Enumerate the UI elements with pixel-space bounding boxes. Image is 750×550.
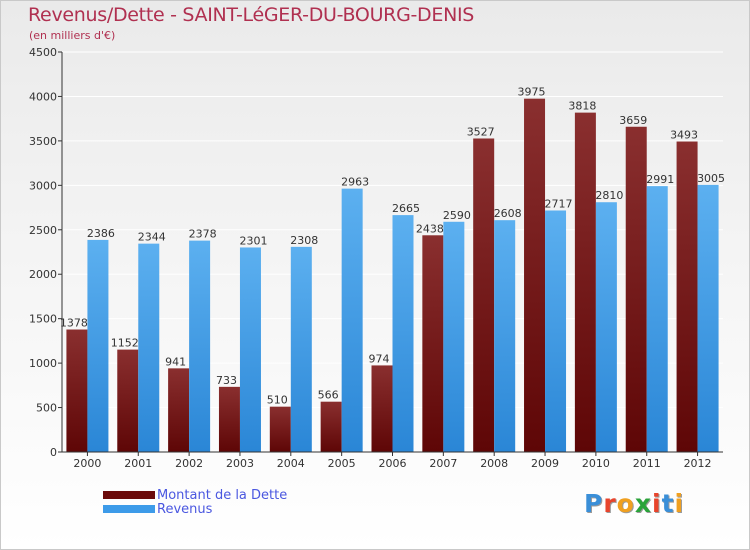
x-tick-label: 2012	[684, 457, 712, 470]
data-label-dette: 2438	[416, 222, 444, 235]
bar-revenus-2012	[697, 184, 719, 452]
bar-revenus-2001	[138, 243, 160, 452]
bar-revenus-2004	[290, 246, 312, 452]
x-tick-label: 2006	[379, 457, 407, 470]
bar-revenus-2005	[341, 188, 363, 452]
data-label-dette: 1152	[111, 337, 139, 350]
bar-revenus-2009	[545, 210, 567, 452]
data-label-revenus: 2963	[341, 176, 369, 189]
data-labels: 1378 2386 1152 2344 941 2378 733 2301 510 2308 566…	[60, 86, 725, 407]
y-tick-label: 4000	[29, 90, 57, 103]
data-label-revenus: 2810	[595, 189, 623, 202]
legend-label-dette: Montant de la Dette	[157, 487, 288, 503]
bar-dette-2001	[117, 349, 139, 452]
y-tick-label: 2000	[29, 268, 57, 281]
data-label-dette: 566	[318, 389, 339, 402]
x-tick-label: 2000	[73, 457, 101, 470]
legend-item-dette: Montant de la Dette	[103, 487, 288, 503]
bars	[66, 98, 719, 453]
x-tick-label: 2011	[633, 457, 661, 470]
bar-dette-2002	[168, 368, 190, 452]
x-tick-label: 2003	[226, 457, 254, 470]
logo-letter: i	[674, 489, 685, 518]
axes: 0 500 1000 1500 2000 2500 3000 3500 4000 4500 2000…	[29, 46, 723, 470]
x-tick-label: 2005	[328, 457, 356, 470]
y-tick-label: 0	[50, 446, 57, 459]
data-label-revenus: 2301	[239, 234, 267, 247]
bar-dette-2005	[320, 401, 342, 452]
y-tick-label: 3500	[29, 135, 57, 148]
bar-revenus-2007	[443, 221, 465, 452]
data-label-revenus: 3005	[697, 172, 725, 185]
data-label-revenus: 2386	[87, 227, 115, 240]
data-label-dette: 3818	[568, 100, 596, 113]
logo-letter: P	[584, 489, 604, 518]
data-label-revenus: 2665	[392, 202, 420, 215]
y-tick-label: 4500	[29, 46, 57, 59]
bar-dette-2009	[524, 98, 546, 453]
legend-swatch-dette	[103, 491, 155, 499]
bar-revenus-2010	[595, 202, 617, 452]
data-label-dette: 3659	[619, 114, 647, 127]
x-tick-label: 2007	[429, 457, 457, 470]
bar-revenus-2006	[392, 215, 414, 452]
y-tick-label: 1000	[29, 357, 57, 370]
bar-dette-2008	[473, 138, 495, 452]
data-label-dette: 3527	[467, 125, 495, 138]
y-tick-label: 2500	[29, 224, 57, 237]
bar-dette-2007	[422, 235, 444, 452]
data-label-revenus: 2608	[494, 207, 522, 220]
logo-letter: i	[652, 489, 662, 518]
data-label-revenus: 2590	[443, 209, 471, 222]
chart-title: Revenus/Dette - SAINT-LéGER-DU-BOURG-DEN…	[28, 4, 475, 26]
data-label-dette: 3493	[670, 129, 698, 142]
bar-dette-2012	[676, 141, 698, 452]
logo-letter: t	[661, 489, 675, 518]
logo-letter: r	[603, 489, 617, 518]
data-label-revenus: 2717	[545, 197, 573, 210]
data-label-dette: 3975	[518, 86, 546, 99]
data-label-dette: 1378	[60, 317, 88, 330]
bar-dette-2006	[371, 365, 393, 452]
bar-revenus-2002	[189, 240, 211, 452]
y-tick-label: 3000	[29, 179, 57, 192]
data-label-dette: 941	[165, 355, 186, 368]
bar-dette-2010	[574, 112, 596, 452]
bar-dette-2003	[218, 386, 240, 452]
legend-label-revenus: Revenus	[157, 501, 213, 517]
bar-revenus-2000	[87, 239, 109, 452]
bar-dette-2000	[66, 329, 88, 452]
x-tick-label: 2001	[124, 457, 152, 470]
data-label-revenus: 2991	[646, 173, 674, 186]
logo-letter: x	[634, 489, 652, 518]
x-tick-label: 2004	[277, 457, 305, 470]
logo-letter: o	[616, 489, 635, 518]
legend-swatch-revenus	[103, 505, 155, 513]
bar-revenus-2008	[494, 220, 516, 452]
data-label-dette: 510	[267, 394, 288, 407]
bar-dette-2011	[625, 126, 647, 452]
data-label-dette: 974	[369, 352, 390, 365]
x-tick-label: 2002	[175, 457, 203, 470]
bar-revenus-2011	[646, 186, 668, 452]
data-label-dette: 733	[216, 374, 237, 387]
bar-revenus-2003	[239, 247, 261, 452]
bar-dette-2004	[269, 406, 291, 452]
x-tick-label: 2008	[480, 457, 508, 470]
chart-subtitle: (en milliers d'€)	[29, 29, 116, 42]
y-tick-label: 1500	[29, 313, 57, 326]
legend-item-revenus: Revenus	[103, 501, 213, 517]
data-label-revenus: 2308	[290, 234, 318, 247]
x-tick-label: 2009	[531, 457, 559, 470]
data-label-revenus: 2344	[138, 231, 166, 244]
x-tick-label: 2010	[582, 457, 610, 470]
proxiti-logo: Proxiti	[584, 489, 684, 518]
y-tick-label: 500	[36, 402, 57, 415]
data-label-revenus: 2378	[189, 228, 217, 241]
